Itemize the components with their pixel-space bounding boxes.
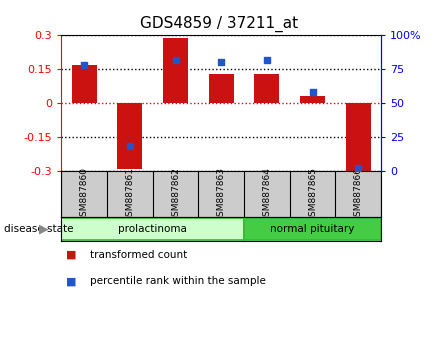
FancyBboxPatch shape [61,218,244,240]
Point [81,62,88,68]
Point [355,165,362,171]
Text: ■: ■ [66,276,76,286]
Text: GSM887861: GSM887861 [125,167,134,222]
Point [309,90,316,95]
Bar [71,65,97,103]
Text: GSM887865: GSM887865 [308,167,317,222]
Text: ■: ■ [66,250,76,260]
Text: GSM887862: GSM887862 [171,167,180,222]
Text: GSM887863: GSM887863 [217,167,226,222]
Text: normal pituitary: normal pituitary [270,224,355,234]
Text: prolactinoma: prolactinoma [118,224,187,234]
Text: GSM887866: GSM887866 [354,167,363,222]
Text: GSM887864: GSM887864 [262,167,272,222]
Text: GSM887860: GSM887860 [80,167,88,222]
Text: percentile rank within the sample: percentile rank within the sample [90,276,266,286]
Point [218,60,225,65]
Text: transformed count: transformed count [90,250,187,260]
Bar [346,103,371,171]
Point [172,57,179,63]
Bar [300,96,325,103]
Text: disease state: disease state [4,224,74,234]
Bar [163,38,188,103]
Bar [254,74,279,103]
Point [263,57,270,63]
FancyBboxPatch shape [244,218,381,240]
Point [126,144,133,149]
Bar [117,103,142,169]
Bar [208,74,234,103]
Text: GDS4859 / 37211_at: GDS4859 / 37211_at [140,16,298,32]
Text: ▶: ▶ [39,223,49,235]
